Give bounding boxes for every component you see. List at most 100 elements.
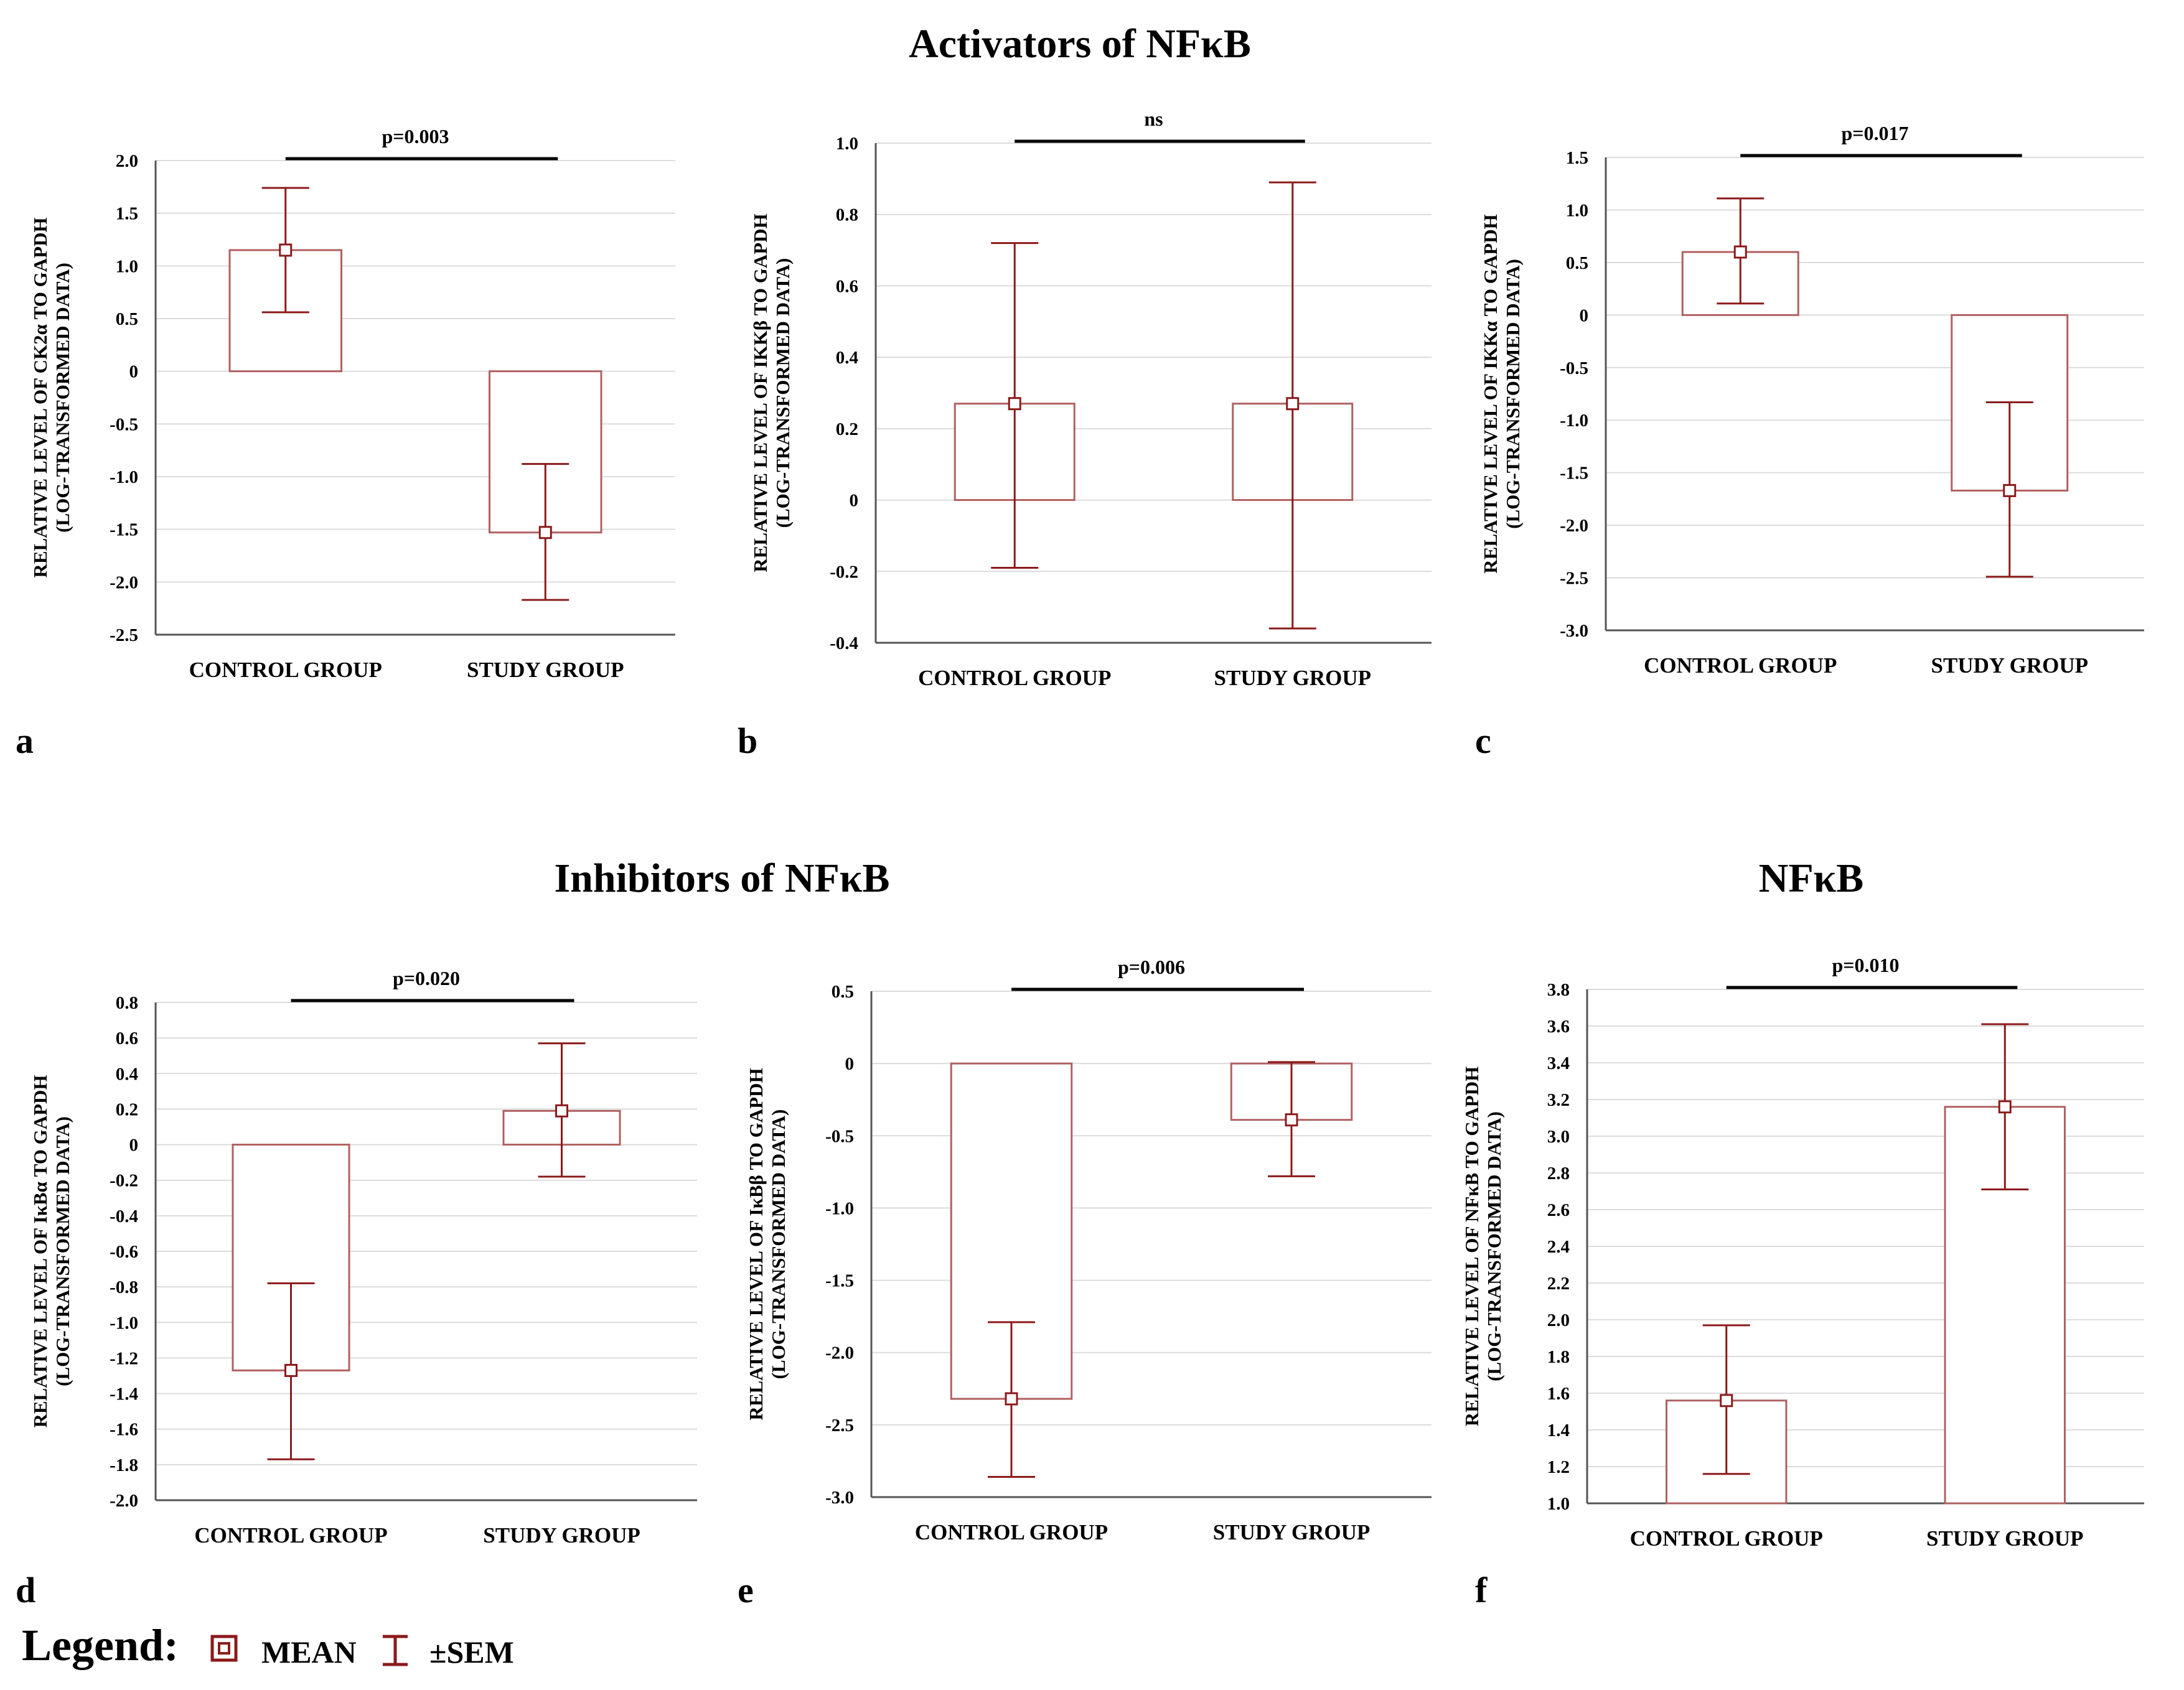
- p-value-annotation: p=0.010: [1832, 954, 1899, 976]
- y-tick-label: -0.4: [830, 633, 858, 653]
- y-axis-label-line: (LOG-TRANSFORMED DATA): [767, 1109, 789, 1380]
- y-tick-label: 1.8: [1547, 1347, 1570, 1367]
- y-tick-label: -2.0: [825, 1343, 854, 1363]
- x-category-label: STUDY GROUP: [1931, 653, 2088, 678]
- y-tick-label: 0: [1580, 306, 1589, 325]
- y-tick-label: 0: [845, 1054, 855, 1074]
- x-category-label: STUDY GROUP: [1926, 1526, 2083, 1551]
- y-tick-label: 0.5: [1566, 253, 1588, 273]
- x-category-label: STUDY GROUP: [467, 658, 624, 682]
- y-tick-label: -2.5: [1560, 569, 1588, 589]
- y-axis-label-line: RELATIVE LEVEL OF IκBα TO GAPDH: [29, 1075, 51, 1427]
- y-axis-label-line: RELATIVE LEVEL OF CK2α TO GAPDH: [29, 217, 51, 577]
- y-tick-label: -2.5: [110, 625, 138, 645]
- y-tick-label: -1.5: [1560, 464, 1588, 483]
- y-tick-label: -2.0: [1560, 516, 1588, 536]
- y-tick-label: 0.6: [116, 1029, 138, 1048]
- y-tick-label: 3.6: [1547, 1017, 1570, 1037]
- p-value-annotation: p=0.017: [1841, 122, 1908, 144]
- y-axis-label-line: (LOG-TRANSFORMED DATA): [1483, 1111, 1505, 1381]
- y-tick-label: -1.6: [110, 1420, 138, 1440]
- panel-letter: b: [738, 721, 757, 761]
- y-axis-label-line: RELATIVE LEVEL OF IKKα TO GAPDH: [1479, 214, 1501, 573]
- y-axis-label-line: (LOG-TRANSFORMED DATA): [52, 263, 73, 533]
- y-tick-label: 2.0: [1547, 1310, 1570, 1330]
- legend: Legend: MEAN ±SEM: [22, 1620, 514, 1670]
- mean-marker: [1733, 245, 1747, 259]
- chart-panel-e: 0.5 0 -0.5 -1.0 -1.5 -2.0 -2.5 -3.0 CONTROL GROU…: [738, 956, 1432, 1610]
- y-axis-label: RELATIVE LEVEL OF CK2α TO GAPDH(LOG-TRAN…: [29, 217, 73, 577]
- panel-letter: c: [1475, 721, 1491, 761]
- y-tick-label: 2.4: [1547, 1237, 1570, 1257]
- y-axis-label-line: RELATIVE LEVEL OF NFκB TO GAPDH: [1461, 1067, 1483, 1426]
- mean-marker: [2003, 483, 2017, 497]
- mean-marker: [1008, 397, 1021, 411]
- chart-panel-b: 1.0 0.8 0.6 0.4 0.2 0 -0.2 -0.4 CONTROL GROUP STU…: [738, 108, 1432, 761]
- y-tick-label: 0.2: [836, 419, 858, 439]
- p-value-annotation: p=0.020: [393, 967, 460, 989]
- y-tick-label: -3.0: [825, 1488, 854, 1508]
- y-axis-label: RELATIVE LEVEL OF NFκB TO GAPDH(LOG-TRAN…: [1461, 1067, 1505, 1426]
- y-tick-label: -1.0: [825, 1198, 854, 1218]
- y-tick-label: 2.6: [1547, 1200, 1570, 1220]
- panel-letter: f: [1475, 1570, 1488, 1610]
- y-tick-label: -1.0: [110, 1313, 138, 1333]
- y-tick-label: 3.0: [1547, 1127, 1570, 1147]
- mean-marker: [284, 1363, 298, 1377]
- legend-mean-label: MEAN: [261, 1635, 357, 1669]
- y-tick-label: 1.6: [1547, 1384, 1570, 1404]
- y-tick-label: 0.4: [116, 1064, 138, 1084]
- y-tick-label: -1.4: [110, 1384, 138, 1404]
- y-tick-label: -0.2: [830, 562, 858, 582]
- mean-marker: [1720, 1394, 1733, 1408]
- chart-panel-c: 1.5 1.0 0.5 0 -0.5 -1.0 -1.5 -2.0 -2.5 -3.0 CONTRO…: [1475, 122, 2144, 761]
- y-tick-label: 0.8: [836, 205, 858, 225]
- heading-inhibitors: Inhibitors of NFκB: [554, 856, 889, 901]
- mean-marker: [1998, 1100, 2012, 1114]
- p-value-annotation: p=0.006: [1118, 956, 1185, 978]
- x-category-label: STUDY GROUP: [1213, 1520, 1370, 1544]
- mean-marker: [1285, 1113, 1298, 1127]
- p-value-annotation: ns: [1144, 108, 1163, 130]
- y-tick-label: -0.6: [110, 1242, 138, 1262]
- legend-sem-label: ±SEM: [429, 1635, 514, 1669]
- y-tick-label: 1.0: [1566, 200, 1588, 220]
- panel-letter: a: [16, 721, 34, 761]
- y-tick-label: 3.4: [1547, 1053, 1570, 1073]
- y-tick-label: 0.2: [116, 1099, 138, 1119]
- legend-sem-icon: [383, 1635, 408, 1666]
- mean-marker: [1286, 397, 1300, 411]
- y-tick-label: 2.2: [1547, 1274, 1570, 1294]
- mean-marker: [538, 526, 552, 539]
- y-tick-label: -1.5: [110, 520, 138, 540]
- y-tick-label: 0.8: [116, 993, 138, 1013]
- y-tick-label: 0: [850, 491, 859, 511]
- legend-label: Legend:: [22, 1620, 179, 1670]
- y-tick-label: -1.0: [1560, 411, 1588, 431]
- y-tick-label: 2.0: [116, 151, 138, 171]
- y-tick-label: 0.5: [832, 982, 854, 1002]
- y-axis-label: RELATIVE LEVEL OF IKKα TO GAPDH(LOG-TRAN…: [1479, 214, 1524, 573]
- x-category-label: CONTROL GROUP: [915, 1520, 1108, 1544]
- p-value-annotation: p=0.003: [382, 125, 449, 147]
- mean-marker: [1005, 1392, 1018, 1406]
- y-tick-label: -1.2: [110, 1348, 138, 1368]
- y-tick-label: -0.5: [110, 414, 138, 434]
- y-tick-label: -0.4: [110, 1207, 138, 1226]
- x-category-label: CONTROL GROUP: [918, 666, 1111, 690]
- y-axis-label-line: (LOG-TRANSFORMED DATA): [1502, 259, 1524, 529]
- y-tick-label: -0.8: [110, 1277, 138, 1297]
- y-tick-label: 0.5: [116, 309, 138, 329]
- y-tick-label: -2.0: [110, 572, 138, 592]
- x-category-label: STUDY GROUP: [1214, 666, 1371, 690]
- y-tick-label: 1.5: [116, 204, 138, 224]
- x-category-label: STUDY GROUP: [483, 1523, 640, 1548]
- y-tick-label: -0.5: [1560, 358, 1588, 378]
- y-tick-label: -1.0: [110, 467, 138, 487]
- y-tick-label: 1.2: [1547, 1457, 1570, 1477]
- legend-mean-icon: [210, 1635, 238, 1662]
- heading-nfkb: NFκB: [1759, 856, 1864, 901]
- y-tick-label: 1.4: [1547, 1421, 1570, 1440]
- y-axis-label-line: (LOG-TRANSFORMED DATA): [52, 1116, 73, 1386]
